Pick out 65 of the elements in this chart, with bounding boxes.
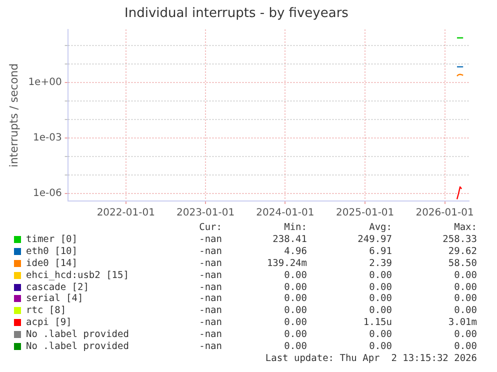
text: 0.00 bbox=[284, 305, 307, 316]
text: 0.00 bbox=[454, 341, 477, 352]
text: 0.00 bbox=[284, 270, 307, 281]
text: Avg: bbox=[369, 222, 392, 233]
text: 0.00 bbox=[454, 282, 477, 292]
text: 0.00 bbox=[369, 282, 392, 292]
text: 0.00 bbox=[369, 341, 392, 352]
text: 0.00 bbox=[454, 270, 477, 281]
legend-label: timer [0] bbox=[26, 234, 78, 245]
text: 0.00 bbox=[284, 341, 307, 352]
text: -nan bbox=[198, 234, 222, 245]
text: -nan bbox=[198, 258, 222, 269]
text: 0.00 bbox=[369, 270, 392, 281]
text: 6.91 bbox=[369, 246, 392, 257]
y-tick-label: 1e-06 bbox=[32, 188, 62, 200]
text: -nan bbox=[198, 305, 222, 316]
legend-label: No .label provided bbox=[26, 341, 129, 352]
x-tick-label: 2024-01-01 bbox=[256, 208, 314, 219]
legend-label: cascade [2] bbox=[26, 282, 89, 292]
text: 1.15u bbox=[363, 317, 392, 328]
legend-label: ide0 [14] bbox=[26, 258, 78, 269]
text: -nan bbox=[198, 282, 222, 292]
text: 139.24m bbox=[266, 258, 307, 269]
x-tick-label: 2025-01-01 bbox=[336, 208, 394, 219]
text: 0.00 bbox=[369, 293, 392, 304]
text: 0.00 bbox=[454, 305, 477, 316]
legend-label: No .label provided bbox=[26, 329, 129, 340]
text: Cur: bbox=[198, 222, 222, 233]
text: Min: bbox=[284, 222, 307, 233]
x-tick-label: 2023-01-01 bbox=[176, 208, 235, 219]
text: 258.33 bbox=[442, 234, 477, 245]
text: 0.00 bbox=[369, 329, 392, 340]
legend-label: acpi [9] bbox=[26, 317, 72, 328]
y-tick-label: 1e-03 bbox=[32, 132, 62, 144]
text: 2.39 bbox=[369, 258, 392, 269]
text: 3.01m bbox=[448, 317, 477, 328]
text: -nan bbox=[198, 329, 222, 340]
legend-label: eth0 [10] bbox=[26, 246, 78, 257]
text: -nan bbox=[198, 270, 222, 281]
y-axis-title: interrupts / second bbox=[7, 63, 20, 168]
text: 0.00 bbox=[284, 329, 307, 340]
text: -nan bbox=[198, 317, 222, 328]
x-tick-label: 2026-01-01 bbox=[416, 208, 474, 219]
legend-label: serial [4] bbox=[26, 293, 84, 304]
text: 4.96 bbox=[284, 246, 307, 257]
text: 238.41 bbox=[272, 234, 307, 245]
legend-label: ehci_hcd:usb2 [15] bbox=[26, 270, 129, 281]
text: 29.62 bbox=[448, 246, 477, 257]
text: 0.00 bbox=[284, 317, 307, 328]
text: -nan bbox=[198, 293, 222, 304]
text: 0.00 bbox=[454, 329, 477, 340]
text: 0.00 bbox=[454, 293, 477, 304]
text: Last update: Thu Apr 2 13:15:32 2026 bbox=[265, 352, 477, 364]
text: 58.50 bbox=[448, 258, 477, 269]
text: 0.00 bbox=[284, 282, 307, 292]
legend-label: rtc [8] bbox=[26, 305, 66, 316]
text: Max: bbox=[454, 222, 477, 233]
y-tick-label: 1e+00 bbox=[28, 76, 62, 88]
text: 0.00 bbox=[369, 305, 392, 316]
chart-title: Individual interrupts - by fiveyears bbox=[124, 6, 349, 22]
text: 249.97 bbox=[358, 234, 392, 245]
text: -nan bbox=[198, 341, 222, 352]
x-tick-label: 2022-01-01 bbox=[96, 208, 155, 219]
text: -nan bbox=[198, 246, 222, 257]
text: 0.00 bbox=[284, 293, 307, 304]
